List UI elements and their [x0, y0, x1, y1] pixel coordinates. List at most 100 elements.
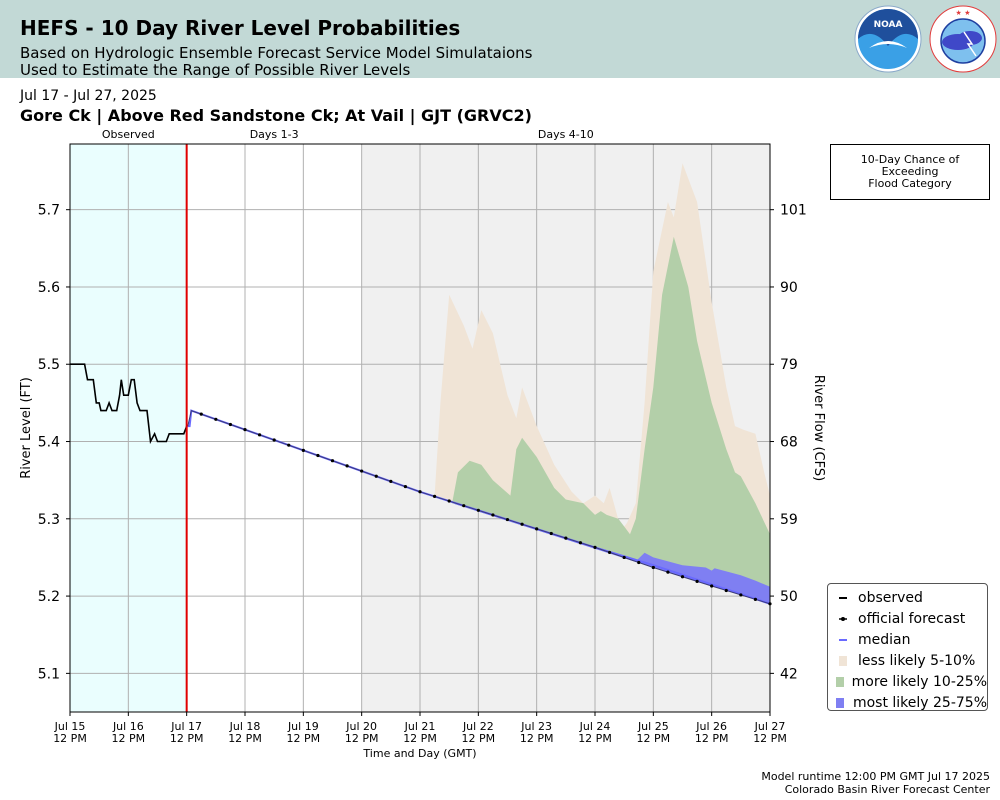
y-tick-label: 5.7: [38, 203, 60, 219]
y-tick-label-right: 42: [780, 666, 798, 682]
band-more-likely-10-25: [452, 236, 770, 604]
official-forecast-point: [360, 469, 364, 473]
y-tick-label-right: 101: [780, 203, 807, 219]
official-forecast-point: [214, 417, 218, 421]
official-forecast-point: [228, 422, 233, 427]
y-tick-label: 5.5: [38, 357, 60, 373]
x-tick-label: Jul 23: [520, 720, 552, 733]
official-forecast-point: [724, 588, 728, 593]
chart-legend: observed official forecast median less l…: [827, 583, 988, 711]
y-tick-label: 5.4: [38, 435, 60, 451]
legend-patch-icon: [835, 676, 844, 687]
official-forecast-point: [330, 459, 335, 463]
page-subtitle: Based on Hydrologic Ensemble Forecast Se…: [20, 44, 533, 62]
noaa-logo-text: NOAA: [874, 20, 903, 30]
region-label: Days 1-3: [250, 128, 299, 141]
x-tick-label: Jul 17: [170, 720, 202, 733]
legend-item-more-likely: more likely 10-25%: [828, 671, 987, 692]
region-label: Observed: [102, 128, 155, 141]
official-forecast-point: [622, 555, 626, 560]
flood-box-line-1: 10-Day Chance of: [860, 153, 960, 166]
official-forecast-point: [389, 479, 393, 484]
y-axis-label: River Level (FT): [19, 377, 34, 479]
x-tick-label-time: 12 PM: [462, 732, 496, 745]
legend-item-most-likely: most likely 25-75%: [828, 692, 987, 713]
y-tick-label: 5.1: [38, 666, 60, 682]
x-tick-label: Jul 26: [695, 720, 727, 733]
y-tick-label-right: 50: [780, 589, 798, 605]
official-forecast-point: [680, 575, 685, 579]
x-tick-label: Jul 24: [579, 720, 611, 733]
official-forecast-point: [710, 584, 714, 588]
official-forecast-point: [432, 494, 437, 498]
official-forecast-point: [345, 464, 349, 468]
official-forecast-point: [505, 517, 510, 522]
flood-box-line-3: Flood Category: [868, 177, 952, 190]
x-tick-label-time: 12 PM: [53, 732, 87, 745]
official-forecast-point: [374, 474, 378, 478]
official-forecast-point: [593, 545, 597, 549]
flood-box-line-2: Exceeding: [881, 165, 939, 178]
x-tick-label: Jul 22: [462, 720, 494, 733]
observed-line: [70, 363, 188, 445]
legend-label: observed: [858, 589, 923, 606]
legend-label: most likely 25-75%: [852, 694, 987, 711]
x-tick-label: Jul 25: [637, 720, 669, 733]
official-forecast-point: [257, 433, 262, 437]
official-forecast-point: [301, 448, 305, 452]
region-days-1-3: [186, 144, 362, 712]
x-tick-label-time: 12 PM: [695, 732, 729, 745]
x-axis-label: Time and Day (GMT): [362, 747, 476, 760]
x-tick-label: Jul 16: [112, 720, 144, 733]
footer-center: Colorado Basin River Forecast Center: [784, 783, 990, 796]
legend-label: less likely 5-10%: [858, 652, 976, 669]
official-forecast-point: [578, 541, 583, 545]
y-tick-label-right: 79: [780, 357, 798, 373]
legend-line-icon: [839, 596, 847, 599]
legend-line-icon: [839, 638, 847, 641]
official-forecast-point: [607, 550, 612, 555]
legend-line-dot-icon: [839, 616, 847, 621]
legend-item-official-forecast: official forecast: [828, 608, 987, 629]
official-forecast-point: [476, 508, 480, 512]
official-forecast-point: [418, 490, 422, 494]
y-tick-label-right: 90: [780, 280, 798, 296]
official-forecast-point: [316, 453, 320, 458]
x-tick-label-time: 12 PM: [520, 732, 554, 745]
legend-label: official forecast: [858, 610, 966, 627]
x-tick-label: Jul 21: [404, 720, 436, 733]
x-tick-label-time: 12 PM: [753, 732, 787, 745]
x-tick-label-time: 12 PM: [112, 732, 146, 745]
legend-item-less-likely: less likely 5-10%: [828, 650, 987, 671]
official-forecast-point: [535, 527, 539, 531]
official-forecast-point: [491, 513, 495, 517]
official-forecast-point: [520, 522, 524, 526]
official-forecast-point: [549, 531, 553, 536]
y-tick-label-right: 59: [780, 512, 798, 528]
x-tick-label-time: 12 PM: [578, 732, 612, 745]
x-tick-label-time: 12 PM: [403, 732, 437, 745]
x-tick-label-time: 12 PM: [228, 732, 262, 745]
nws-logo: ★ ★: [929, 5, 997, 73]
x-tick-label: Jul 27: [754, 720, 786, 733]
official-forecast-point: [637, 560, 641, 565]
header-banner: HEFS - 10 Day River Level Probabilities …: [0, 0, 1000, 79]
x-tick-label-time: 12 PM: [287, 732, 321, 745]
official-forecast-point: [651, 565, 655, 570]
svg-text:★ ★: ★ ★: [956, 9, 971, 17]
official-forecast-point: [666, 570, 670, 574]
y-axis-label-right: River Flow (CFS): [811, 375, 826, 481]
noaa-logo: NOAA: [854, 5, 922, 73]
official-forecast-point: [447, 499, 451, 503]
legend-item-median: median: [828, 629, 987, 650]
x-tick-label-time: 12 PM: [345, 732, 379, 745]
station-title: Gore Ck | Above Red Sandstone Ck; At Vai…: [20, 106, 532, 125]
legend-label: median: [858, 631, 911, 648]
official-forecast-point: [403, 484, 408, 489]
y-tick-label: 5.3: [38, 512, 60, 528]
official-forecast-point: [462, 504, 466, 508]
x-tick-label-time: 12 PM: [170, 732, 204, 745]
official-forecast-point: [695, 579, 699, 583]
x-tick-label: Jul 19: [287, 720, 319, 733]
